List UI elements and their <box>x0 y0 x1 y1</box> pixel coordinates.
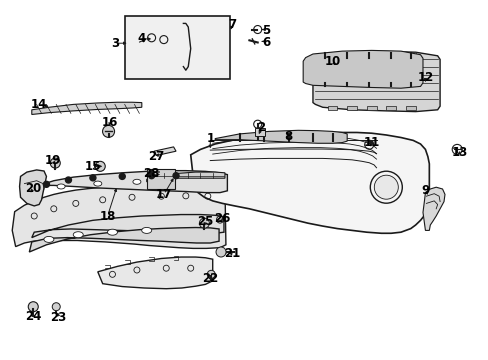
Text: 18: 18 <box>99 210 116 222</box>
Polygon shape <box>303 50 422 88</box>
Circle shape <box>173 173 179 179</box>
Text: 4: 4 <box>138 32 145 45</box>
Polygon shape <box>422 187 444 230</box>
Polygon shape <box>20 170 46 206</box>
Circle shape <box>119 174 125 179</box>
Text: 25: 25 <box>197 215 213 228</box>
Ellipse shape <box>94 181 102 186</box>
Text: 1: 1 <box>206 132 214 145</box>
Circle shape <box>95 161 105 171</box>
Text: 27: 27 <box>148 150 164 163</box>
Text: 14: 14 <box>31 98 47 111</box>
Circle shape <box>43 181 49 187</box>
Polygon shape <box>405 52 415 56</box>
Text: 8: 8 <box>284 130 292 143</box>
Circle shape <box>52 303 60 311</box>
Polygon shape <box>154 147 176 156</box>
Circle shape <box>373 175 398 199</box>
Text: 11: 11 <box>363 136 379 149</box>
Polygon shape <box>32 102 142 114</box>
Text: 22: 22 <box>202 273 218 285</box>
Circle shape <box>102 125 114 138</box>
Circle shape <box>216 247 225 257</box>
Polygon shape <box>146 172 224 182</box>
Circle shape <box>148 173 154 179</box>
Text: 20: 20 <box>25 183 41 195</box>
Polygon shape <box>386 52 395 56</box>
Text: 10: 10 <box>324 55 340 68</box>
Ellipse shape <box>44 237 54 242</box>
Text: 6: 6 <box>262 36 270 49</box>
Text: 13: 13 <box>450 147 467 159</box>
Text: 28: 28 <box>143 167 160 180</box>
Bar <box>124 16 229 79</box>
Ellipse shape <box>142 228 151 233</box>
Text: 26: 26 <box>214 212 230 225</box>
Text: 21: 21 <box>224 247 240 260</box>
Polygon shape <box>12 183 225 248</box>
Polygon shape <box>346 106 356 110</box>
Polygon shape <box>27 171 227 193</box>
Bar <box>255 128 264 136</box>
Polygon shape <box>327 106 337 110</box>
Text: 23: 23 <box>50 311 67 324</box>
Polygon shape <box>32 215 224 238</box>
Polygon shape <box>98 257 212 289</box>
Text: 12: 12 <box>416 71 433 84</box>
Circle shape <box>90 175 96 181</box>
Polygon shape <box>405 106 415 110</box>
Polygon shape <box>386 106 395 110</box>
Text: 16: 16 <box>102 116 118 129</box>
Circle shape <box>207 270 215 278</box>
Polygon shape <box>346 52 356 56</box>
Text: 3: 3 <box>111 37 119 50</box>
Text: 19: 19 <box>44 154 61 167</box>
Circle shape <box>199 218 209 228</box>
Ellipse shape <box>57 184 65 189</box>
Text: 7: 7 <box>228 18 236 31</box>
Polygon shape <box>29 228 219 252</box>
Ellipse shape <box>133 179 141 184</box>
Polygon shape <box>190 132 428 233</box>
Bar <box>146 169 174 189</box>
Polygon shape <box>366 106 376 110</box>
Circle shape <box>65 177 71 183</box>
Polygon shape <box>312 51 439 112</box>
Circle shape <box>28 302 38 312</box>
Polygon shape <box>366 52 376 56</box>
Text: 15: 15 <box>84 160 101 173</box>
Text: 17: 17 <box>155 188 172 201</box>
Text: 9: 9 <box>421 184 428 197</box>
Ellipse shape <box>107 229 117 235</box>
Polygon shape <box>327 52 337 56</box>
Circle shape <box>50 158 60 168</box>
Ellipse shape <box>73 232 83 238</box>
Text: 24: 24 <box>25 310 41 323</box>
Polygon shape <box>215 130 346 143</box>
Text: 2: 2 <box>257 121 265 134</box>
Text: 5: 5 <box>262 24 270 37</box>
